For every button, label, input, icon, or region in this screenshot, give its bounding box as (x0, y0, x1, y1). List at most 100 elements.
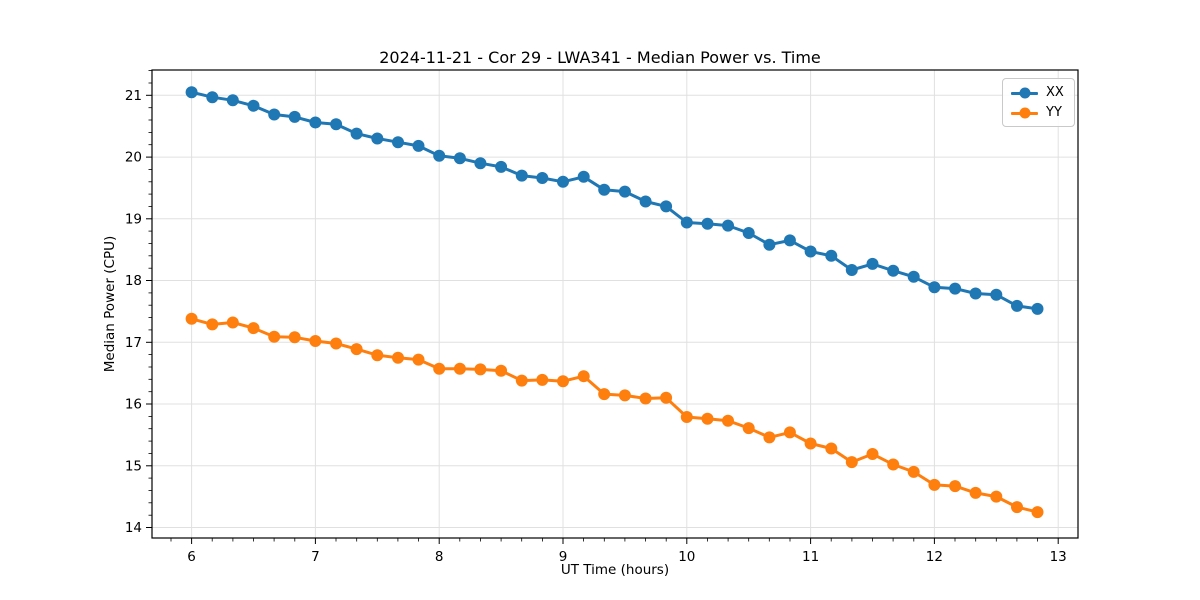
legend-item-yy: YY (1011, 104, 1064, 121)
yy-data-point (309, 335, 322, 347)
yy-data-point (1011, 501, 1023, 514)
y-tick-label: 20 (125, 150, 142, 166)
xx-data-point (618, 185, 631, 198)
y-tick-label: 21 (125, 88, 142, 104)
y-tick-label: 14 (125, 520, 142, 536)
yy-data-point (928, 478, 941, 491)
yy-data-point (433, 362, 446, 375)
yy-data-point (247, 322, 260, 335)
yy-data-point (474, 363, 487, 376)
x-tick-label: 13 (1050, 549, 1067, 565)
xx-data-point (887, 264, 900, 277)
xx-data-point (866, 257, 879, 270)
yy-data-point (185, 312, 198, 325)
yy-data-point (577, 370, 590, 383)
x-tick-label: 11 (802, 549, 819, 565)
yy-data-point (495, 364, 508, 377)
yy-data-point (949, 480, 962, 493)
yy-data-point (804, 437, 817, 450)
xx-data-point (1011, 299, 1023, 312)
yy-data-point (515, 374, 528, 387)
xx-data-point (226, 94, 239, 107)
xx-data-point (907, 270, 920, 283)
xx-data-point (206, 91, 219, 104)
xx-data-point (969, 287, 982, 300)
xx-data-point (536, 172, 549, 184)
xx-data-point (845, 264, 858, 276)
yy-data-point (825, 442, 838, 455)
y-tick-label: 16 (125, 397, 142, 413)
xx-data-point (412, 139, 425, 152)
xx-data-point (1031, 302, 1044, 315)
xx-series-marker-icon (1011, 87, 1038, 99)
xx-data-point (660, 200, 673, 213)
xx-data-point (680, 216, 693, 229)
x-axis-label: UT Time (hours) (560, 562, 670, 578)
xx-data-point (557, 175, 569, 188)
xx-data-point (495, 160, 508, 173)
xx-data-point (515, 169, 528, 182)
xx-data-point (949, 282, 962, 295)
xx-data-point (763, 238, 776, 251)
xx-data-point (990, 288, 1003, 301)
legend-label-yy: YY (1046, 105, 1062, 120)
yy-data-point (783, 426, 796, 439)
xx-data-point (701, 217, 714, 230)
yy-series-line (191, 317, 1038, 514)
xx-data-point (371, 132, 384, 145)
x-tick-label: 7 (311, 549, 320, 565)
yy-data-point (453, 362, 466, 375)
yy-data-point (618, 389, 631, 402)
xx-data-point (268, 108, 281, 121)
yy-data-point (907, 465, 920, 478)
xx-data-point (350, 127, 363, 140)
yy-data-point (660, 391, 673, 404)
yy-data-point (350, 343, 363, 356)
yy-data-point (701, 412, 714, 425)
yy-data-point (288, 331, 301, 344)
yy-data-point (866, 448, 879, 460)
xx-data-point (598, 183, 611, 196)
yy-series-marker-icon (1011, 107, 1038, 119)
yy-data-point (598, 388, 611, 401)
yy-data-point (722, 414, 734, 427)
yy-data-point (536, 373, 549, 386)
x-tick-label: 10 (678, 549, 695, 565)
xx-data-point (309, 116, 322, 129)
plot-frame (151, 69, 1079, 539)
y-tick-label: 15 (125, 458, 142, 474)
yy-data-point (969, 486, 982, 499)
xx-data-point (577, 170, 590, 183)
xx-data-point (722, 219, 734, 232)
yy-data-point (330, 337, 343, 350)
legend-item-xx: XX (1011, 84, 1064, 101)
legend-label-xx: XX (1046, 85, 1064, 100)
legend: XX YY (1002, 78, 1075, 127)
xx-data-point (804, 245, 817, 258)
xx-data-point (288, 110, 301, 123)
xx-data-point (185, 86, 198, 99)
xx-data-point (783, 234, 796, 247)
xx-data-point (742, 227, 755, 239)
yy-data-point (206, 318, 219, 331)
x-tick-label: 6 (187, 549, 196, 565)
y-tick-label: 18 (125, 273, 142, 289)
xx-data-point (247, 99, 260, 112)
xx-data-point (639, 195, 652, 208)
yy-data-point (845, 456, 858, 469)
yy-data-point (268, 330, 281, 343)
xx-data-point (433, 149, 446, 162)
y-axis-label: Median Power (CPU) (102, 235, 118, 373)
x-tick-label: 12 (926, 549, 943, 565)
yy-data-point (763, 431, 776, 444)
xx-data-point (392, 136, 404, 149)
yy-data-point (990, 490, 1003, 503)
xx-data-point (453, 152, 466, 165)
yy-data-point (557, 375, 569, 388)
yy-data-point (226, 316, 239, 329)
x-tick-label: 8 (435, 549, 444, 565)
x-tick-label: 9 (559, 549, 568, 565)
yy-data-point (680, 411, 693, 423)
